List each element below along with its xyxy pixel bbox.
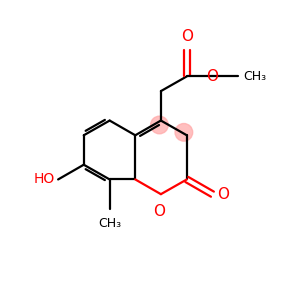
Text: O: O bbox=[153, 205, 165, 220]
Circle shape bbox=[151, 116, 168, 134]
Text: HO: HO bbox=[33, 172, 55, 186]
Text: CH₃: CH₃ bbox=[98, 217, 121, 230]
Text: O: O bbox=[217, 187, 229, 202]
Text: O: O bbox=[181, 29, 193, 44]
Text: O: O bbox=[206, 69, 218, 84]
Text: CH₃: CH₃ bbox=[243, 70, 266, 83]
Circle shape bbox=[175, 124, 193, 141]
